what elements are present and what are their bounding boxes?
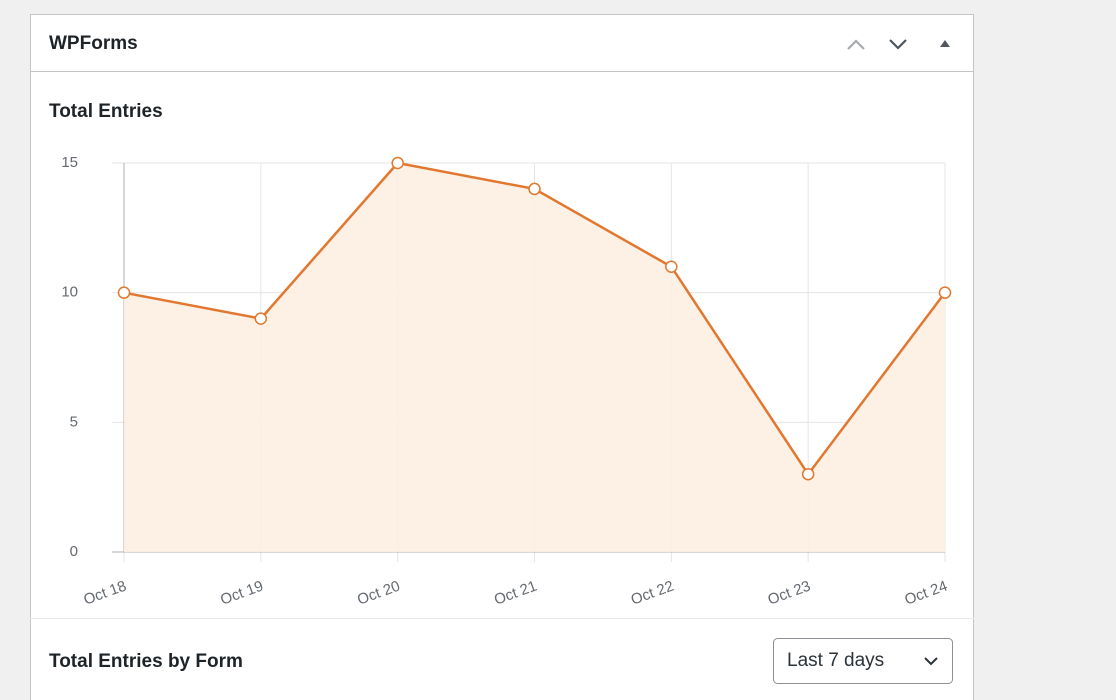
select-arrow: [924, 657, 938, 666]
toggle-button[interactable]: [940, 40, 950, 47]
point: [117, 286, 131, 299]
section-title: Total Entries by Form: [49, 651, 243, 672]
move-down-button[interactable]: [889, 39, 907, 50]
point: [254, 312, 268, 325]
chart-title: Total Entries: [49, 101, 163, 122]
y-tick-label: 15: [61, 154, 78, 171]
point: [801, 467, 815, 481]
point: [938, 286, 952, 299]
range-select-label: Last 7 days: [787, 650, 884, 671]
y-tick-label: 10: [61, 284, 78, 301]
range-select[interactable]: [773, 638, 953, 684]
point: [528, 182, 541, 196]
point: [391, 156, 404, 170]
point: [665, 260, 678, 273]
area: [124, 163, 945, 552]
move-up-button[interactable]: [847, 39, 865, 50]
y-tick-label: 5: [70, 413, 78, 430]
y-tick-label: 0: [70, 543, 78, 560]
widget-title: WPForms: [49, 33, 138, 54]
